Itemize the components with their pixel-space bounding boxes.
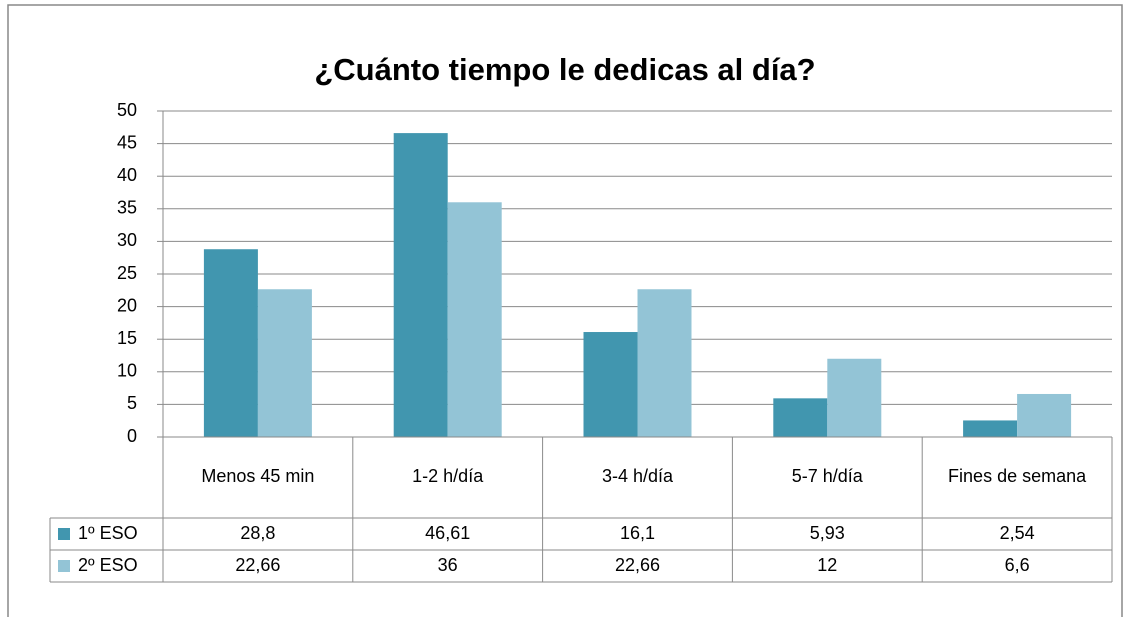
x-tick-label: Fines de semana <box>948 466 1087 486</box>
data-table-value: 36 <box>438 555 458 575</box>
data-table-value: 6,6 <box>1005 555 1030 575</box>
data-table-value: 22,66 <box>615 555 660 575</box>
bar <box>393 133 448 438</box>
data-table-value: 5,93 <box>810 523 845 543</box>
bar <box>447 202 502 437</box>
legend-label: 2º ESO <box>78 555 138 575</box>
y-tick-label: 50 <box>117 100 137 120</box>
data-table-value: 46,61 <box>425 523 470 543</box>
data-table-value: 16,1 <box>620 523 655 543</box>
bar <box>1017 393 1072 437</box>
chart-frame <box>7 4 1123 617</box>
y-tick-label: 10 <box>117 361 137 381</box>
y-tick-label: 45 <box>117 132 137 152</box>
bar <box>583 332 638 437</box>
x-tick-label: 1-2 h/día <box>412 466 484 486</box>
y-tick-label: 30 <box>117 230 137 250</box>
legend-key <box>58 528 70 540</box>
chart-title: ¿Cuánto tiempo le dedicas al día? <box>314 52 815 87</box>
y-tick-label: 25 <box>117 263 137 283</box>
data-table-value: 12 <box>817 555 837 575</box>
legend-label: 1º ESO <box>78 523 138 543</box>
y-tick-label: 20 <box>117 295 137 315</box>
legend-key <box>58 560 70 572</box>
y-tick-label: 15 <box>117 328 137 348</box>
data-table-value: 2,54 <box>1000 523 1035 543</box>
bar <box>963 420 1018 437</box>
bar <box>637 289 692 437</box>
y-tick-label: 0 <box>127 426 137 446</box>
bar <box>257 289 312 437</box>
bar <box>203 249 258 437</box>
bar <box>773 398 828 437</box>
x-tick-label: Menos 45 min <box>201 466 314 486</box>
y-tick-label: 5 <box>127 393 137 413</box>
data-table-value: 22,66 <box>235 555 280 575</box>
x-tick-label: 5-7 h/día <box>792 466 864 486</box>
data-table-value: 28,8 <box>240 523 275 543</box>
bar <box>827 358 882 437</box>
y-tick-label: 40 <box>117 165 137 185</box>
y-tick-label: 35 <box>117 198 137 218</box>
x-tick-label: 3-4 h/día <box>602 466 674 486</box>
